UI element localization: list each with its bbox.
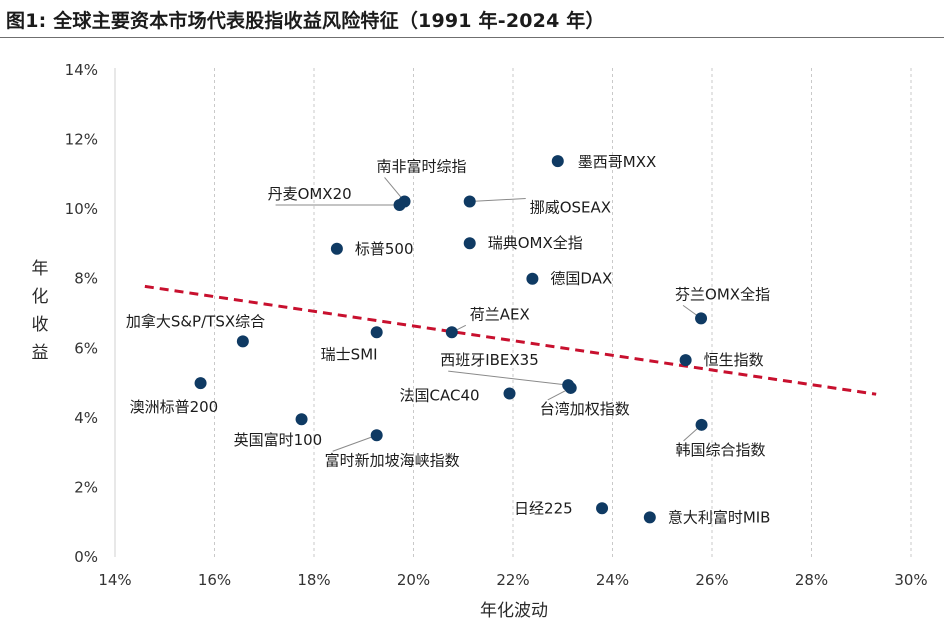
x-axis-title: 年化波动	[480, 601, 548, 621]
figure-title: 图1: 全球主要资本市场代表股指收益风险特征（1991 年-2024 年）	[6, 10, 605, 32]
point-label: 标普500	[355, 240, 414, 258]
scatter-point	[463, 237, 476, 250]
scatter-point	[551, 155, 564, 168]
point-label: 英国富时100	[234, 431, 323, 449]
y-tick-label: 6%	[74, 339, 98, 357]
point-layer	[194, 155, 708, 524]
point-label: 德国DAX	[550, 270, 612, 288]
point-label: 南非富时综指	[377, 157, 467, 175]
point-label: 韩国综合指数	[676, 441, 766, 459]
y-tick-label: 2%	[74, 478, 98, 496]
point-label: 荷兰AEX	[470, 305, 530, 323]
point-label: 法国CAC40	[400, 387, 480, 405]
trend-layer	[144, 284, 877, 396]
scatter-point	[526, 272, 539, 285]
point-label: 日经225	[514, 499, 573, 517]
scatter-point	[236, 335, 249, 348]
grid-layer	[114, 68, 912, 557]
scatter-point	[445, 326, 458, 339]
point-label: 富时新加坡海峡指数	[325, 451, 460, 469]
point-label: 丹麦OMX20	[268, 185, 352, 203]
scatter-point	[330, 242, 343, 255]
label-leader-line	[469, 197, 526, 202]
point-label: 澳洲标普200	[130, 398, 219, 416]
point-label: 瑞士SMI	[321, 345, 378, 363]
point-label: 意大利富时MIB	[668, 508, 771, 526]
leader-layer	[275, 177, 702, 452]
y-tick-label: 14%	[65, 61, 98, 79]
scatter-point	[695, 418, 708, 431]
x-tick-label: 16%	[198, 571, 231, 589]
y-tick-label: 12%	[65, 131, 98, 149]
x-tick-label: 14%	[98, 571, 131, 589]
x-tick-label: 30%	[894, 571, 927, 589]
x-tick-label: 24%	[596, 571, 629, 589]
scatter-point	[370, 429, 383, 442]
scatter-point	[503, 387, 516, 400]
x-tick-label: 26%	[695, 571, 728, 589]
title-divider	[0, 37, 944, 38]
point-label: 西班牙IBEX35	[440, 351, 539, 369]
scatter-point	[463, 195, 476, 208]
scatter-point	[679, 354, 692, 367]
point-label: 瑞典OMX全指	[488, 234, 583, 252]
y-tick-label: 0%	[74, 548, 98, 566]
trend-line	[144, 284, 877, 396]
y-tick-label: 10%	[65, 200, 98, 218]
x-tick-label: 28%	[795, 571, 828, 589]
scatter-point	[370, 326, 383, 339]
y-axis-title: 年化收益	[32, 259, 49, 363]
point-label: 恒生指数	[704, 351, 764, 369]
y-tick-label: 4%	[74, 409, 98, 427]
y-tick-label: 8%	[74, 270, 98, 288]
scatter-point	[393, 198, 406, 211]
label-leader-line	[448, 370, 569, 386]
point-label: 墨西哥MXX	[578, 153, 657, 171]
scatter-point	[643, 511, 656, 524]
tick-layer: 14% 16% 18% 20% 22% 24% 26% 28% 30% 0% 2% 4% 6% 8% 10%…	[65, 61, 928, 589]
point-label: 台湾加权指数	[540, 400, 630, 418]
label-leader-line	[332, 434, 377, 452]
scatter-point	[295, 413, 308, 426]
x-tick-label: 22%	[496, 571, 529, 589]
scatter-point	[564, 381, 577, 394]
scatter-point	[695, 312, 708, 325]
point-label: 芬兰OMX全指	[675, 285, 770, 303]
point-label: 加拿大S&P/TSX综合	[126, 312, 265, 330]
x-tick-label: 20%	[397, 571, 430, 589]
x-tick-label: 18%	[297, 571, 330, 589]
scatter-point	[596, 502, 609, 515]
scatter-point	[194, 377, 207, 390]
point-label: 挪威OSEAX	[530, 198, 611, 216]
